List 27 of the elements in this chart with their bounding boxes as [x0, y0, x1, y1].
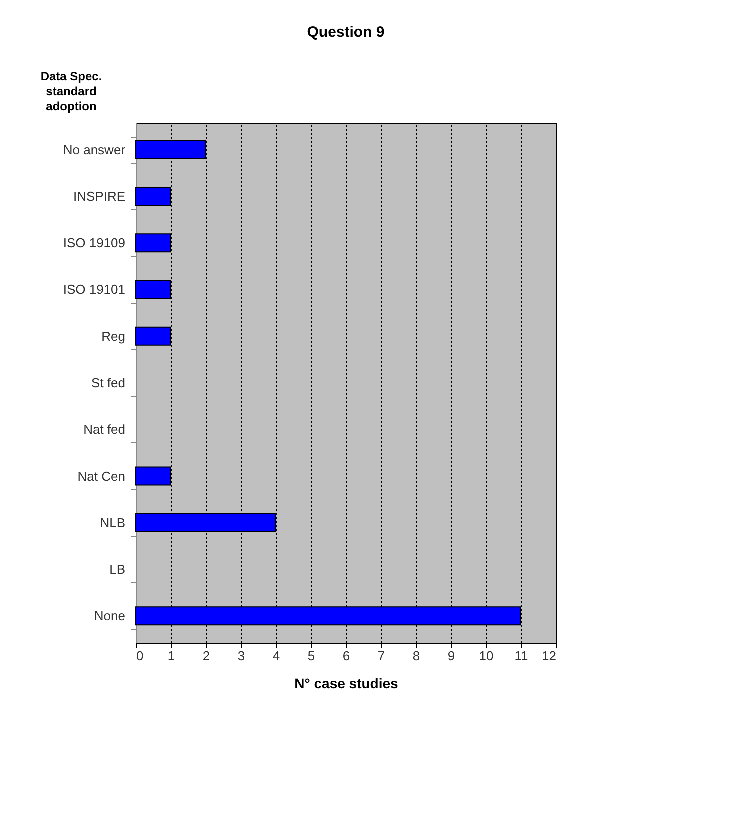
x-tick-label: 11 [514, 648, 528, 664]
x-tick-label: 2 [202, 648, 210, 664]
y-tick-label: None [94, 608, 126, 624]
y-tick-label: Nat fed [84, 422, 126, 438]
y-tick-label: No answer [63, 142, 126, 158]
x-tick-label: 5 [308, 648, 316, 664]
chart-title: Question 9 [307, 24, 385, 41]
x-tick-label: 4 [272, 648, 280, 664]
y-tick-label: INSPIRE [73, 188, 126, 204]
y-tick-label: ISO 19101 [63, 282, 126, 298]
x-tick-label: 6 [342, 648, 350, 664]
x-tick-label: 8 [412, 648, 420, 664]
x-tick-label: 7 [378, 648, 386, 664]
x-axis-title: N° case studies [294, 676, 399, 692]
x-tick-label: 0 [136, 648, 144, 664]
y-tick-label: NLB [100, 515, 126, 530]
y-tick-label: LB [110, 562, 126, 578]
y-tick-label: Nat Cen [78, 468, 126, 484]
y-axis-title: Data Spec. standard adoption [40, 70, 102, 114]
y-tick-label: St fed [92, 376, 126, 390]
x-tick-label: 10 [479, 648, 494, 664]
x-tick-label: 3 [238, 648, 246, 664]
x-tick-label: 12 [542, 648, 556, 664]
x-tick-label: 9 [448, 648, 456, 664]
x-tick-label: 1 [168, 648, 176, 664]
y-tick-label: ISO 19109 [63, 236, 126, 251]
y-tick-label: Reg [102, 328, 126, 344]
